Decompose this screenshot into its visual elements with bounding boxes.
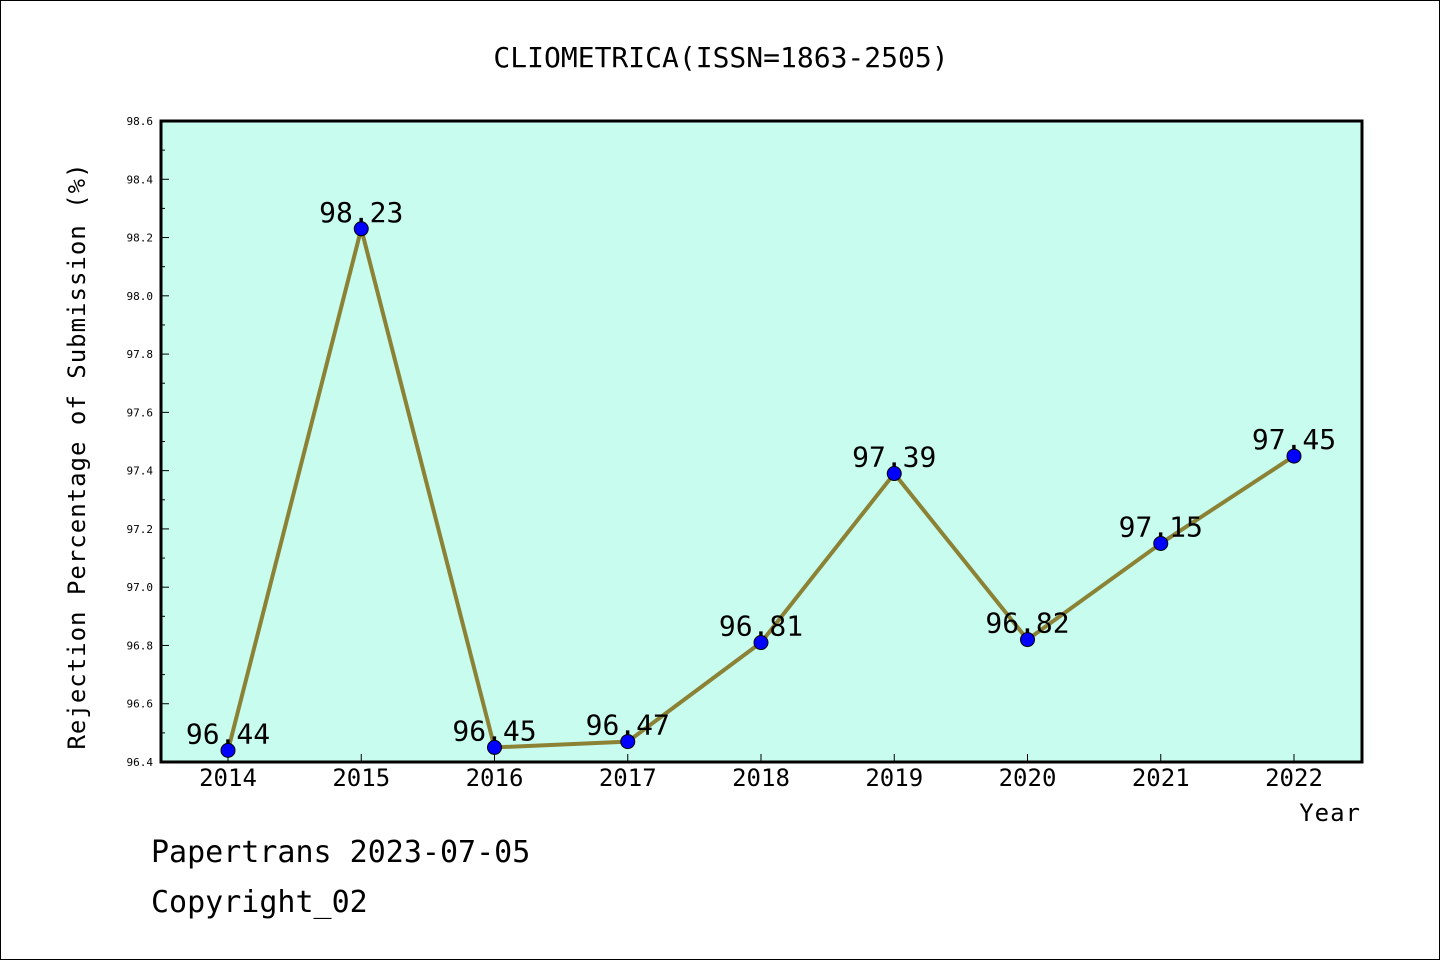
y-tick-label: 98.0	[127, 290, 154, 303]
footer-copyright-text: Copyright_02	[151, 885, 368, 920]
data-point	[1153, 535, 1169, 551]
x-tick-label: 2015	[332, 764, 390, 792]
data-point	[353, 221, 369, 237]
x-tick-label: 2022	[1265, 764, 1323, 792]
y-tick-label: 97.2	[127, 523, 154, 536]
data-point	[620, 734, 636, 750]
data-label: 97.45	[1252, 423, 1336, 456]
x-tick-label: 2021	[1132, 764, 1190, 792]
data-label: 96.47	[586, 709, 670, 742]
data-label: 97.15	[1119, 510, 1203, 543]
y-axis-label: Rejection Percentage of Submission (%)	[63, 162, 91, 749]
data-label: 98.23	[319, 196, 403, 229]
data-point	[753, 635, 769, 651]
x-tick-label: 2019	[865, 764, 923, 792]
series-group: 96.44 98.23 96.45 96.47 96.81 97.39 96.82 97.15…	[186, 196, 1336, 758]
y-tick-label: 98.6	[127, 115, 154, 128]
y-axis-ticks: 96.4 96.6 96.8 97.0 97.2 97.4 97.6 97.8 98.0 98.2…	[127, 115, 169, 769]
x-tick-label: 2017	[599, 764, 657, 792]
data-label: 96.82	[985, 607, 1069, 640]
data-point	[886, 466, 902, 482]
y-tick-label: 96.6	[127, 698, 154, 711]
y-tick-label: 97.8	[127, 348, 154, 361]
data-label: 97.39	[852, 441, 936, 474]
x-tick-label: 2018	[732, 764, 790, 792]
data-point	[1286, 448, 1302, 464]
y-tick-label: 98.2	[127, 232, 154, 245]
y-tick-label: 97.6	[127, 406, 154, 419]
data-label: 96.45	[452, 714, 536, 747]
footer-date-text: Papertrans 2023-07-05	[151, 835, 531, 870]
x-tick-label: 2016	[466, 764, 524, 792]
data-point	[487, 739, 502, 755]
x-tick-label: 2014	[199, 764, 257, 792]
data-point	[1020, 632, 1035, 648]
y-tick-label: 96.4	[127, 756, 154, 769]
x-axis-label: Year	[1299, 799, 1361, 827]
x-axis-ticks: 2014 2015 2016 2017 2018 2019 2020 2021 2022	[199, 754, 1323, 792]
y-tick-label: 97.0	[127, 581, 154, 594]
chart-title: CLIOMETRICA(ISSN=1863-2505)	[493, 41, 948, 74]
data-label: 96.81	[719, 610, 803, 643]
y-tick-label: 97.4	[127, 465, 154, 478]
data-label: 96.44	[186, 717, 270, 750]
y-tick-label: 98.4	[127, 173, 154, 186]
data-point	[220, 742, 236, 758]
x-tick-label: 2020	[999, 764, 1057, 792]
y-tick-label: 96.8	[127, 639, 154, 652]
